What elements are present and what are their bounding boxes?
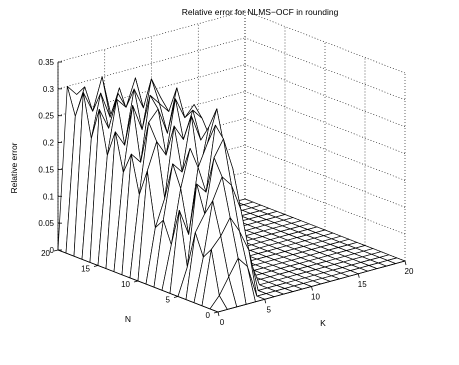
n-tick-label: 15 [81,265,90,274]
back-wall-grid-z [57,10,246,63]
back-wall-grid-z [57,37,246,90]
k-tick-label: 5 [267,305,272,314]
n-tick-mark [53,249,59,252]
z-tick-label: 0.35 [38,58,54,67]
n-tick-label: 20 [41,249,50,258]
n-tick-label: 0 [206,311,211,320]
z-tick-label: 0.05 [38,219,54,228]
n-tick-mark [133,280,139,283]
y-axis-label: N [125,314,131,324]
n-tick-mark [173,296,179,298]
axis-ticks: 00.050.10.150.20.250.30.3505101520051015… [38,58,414,327]
side-wall-grid-z [244,64,406,127]
k-tick-label: 15 [358,280,367,289]
x-axis-label: K [320,318,326,328]
z-tick-label: 0.3 [43,85,55,94]
n-tick-mark [93,265,99,267]
k-tick-label: 20 [405,267,414,276]
side-wall-grid-z [244,37,406,101]
k-tick-mark [357,273,360,278]
n-tick-label: 5 [166,296,171,305]
n-tick-label: 10 [121,280,130,289]
side-wall-grid-z [244,10,406,74]
z-tick-label: 0.1 [43,192,55,201]
k-tick-mark [217,311,220,317]
k-tick-mark [264,299,267,304]
k-tick-label: 0 [220,318,225,327]
z-tick-label: 0 [50,246,55,255]
chart-title: Relative error for NLMS−OCF in rounding [182,7,339,17]
z-tick-label: 0.25 [38,112,54,121]
k-tick-mark [404,260,407,266]
z-tick-label: 0.15 [38,165,54,174]
z-axis-label: Relative error [9,142,19,193]
z-tick-label: 0.2 [43,139,55,148]
k-tick-mark [311,286,313,291]
surface-mesh [57,76,406,313]
k-tick-label: 10 [311,293,320,302]
n-tick-mark [213,311,219,314]
